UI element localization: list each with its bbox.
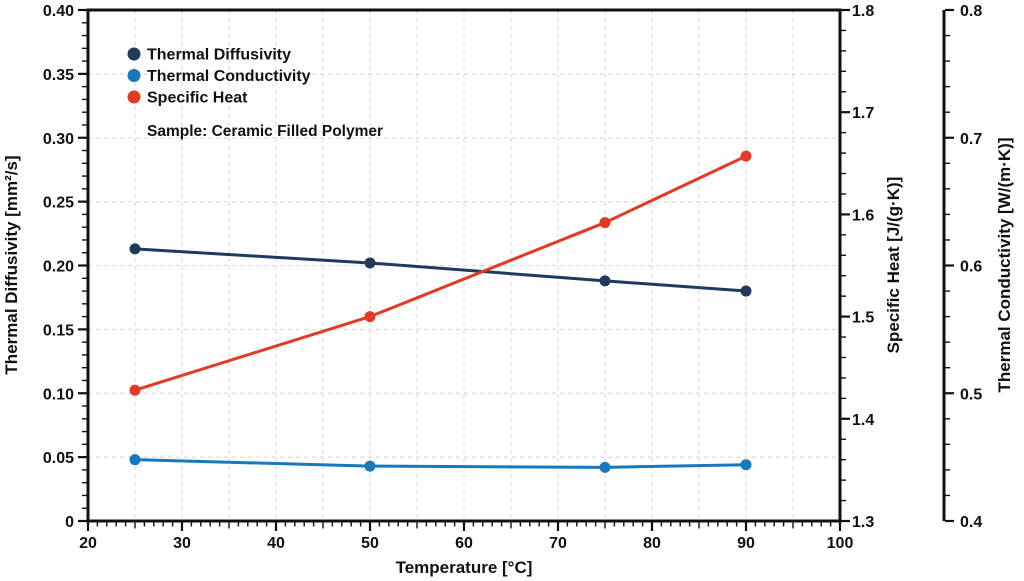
data-point [740, 285, 752, 297]
x-tick-label: 60 [455, 535, 473, 552]
series-thermal-conductivity [129, 454, 752, 473]
x-tick-label: 40 [267, 535, 285, 552]
data-point [364, 460, 376, 472]
y-right2-tick-label: 0.8 [960, 3, 982, 20]
y-right1-tick-label: 1.3 [852, 514, 874, 531]
gridlines [88, 10, 840, 521]
y-right1-tick-label: 1.7 [852, 105, 874, 122]
data-point [740, 150, 752, 162]
y-axis-thermal-conductivity-label: Thermal Conductivity [W/(m·K)] [995, 138, 1014, 393]
y-right2-tick-label: 0.6 [960, 259, 982, 276]
sample-annotation: Sample: Ceramic Filled Polymer [147, 123, 383, 140]
data-point [599, 275, 611, 287]
series-line [134, 458, 747, 469]
y-right2-tick-label: 0.7 [960, 131, 982, 148]
y-right1-tick-label: 1.6 [852, 207, 874, 224]
x-tick-label: 70 [549, 535, 567, 552]
x-tick-label: 100 [827, 535, 854, 552]
data-point [599, 461, 611, 473]
data-point [740, 459, 752, 471]
legend-item-specific-heat: Specific Heat [127, 90, 248, 107]
data-point [364, 257, 376, 269]
data-point [129, 384, 141, 396]
y-left-tick-label: 0.10 [43, 386, 74, 403]
y-right1-tick-label: 1.4 [852, 412, 874, 429]
x-tick-label: 90 [737, 535, 755, 552]
y-left-tick-label: 0.20 [43, 259, 74, 276]
data-point [129, 243, 141, 255]
y-axis-left-label: Thermal Diffusivity [mm²/s] [2, 155, 21, 374]
legend-item-thermal-diffusivity: Thermal Diffusivity [127, 47, 291, 64]
legend-marker-thermal-diffusivity [127, 47, 141, 61]
series-line [134, 247, 747, 293]
y-left-tick-label: 0.25 [43, 195, 74, 212]
y-left-tick-label: 0.15 [43, 322, 74, 339]
y-axis-specific-heat-label: Specific Heat [J/(g·K)] [884, 177, 903, 354]
y-left-tick-label: 0.35 [43, 67, 74, 84]
axes-layer [78, 8, 954, 531]
legend-label-thermal-conductivity: Thermal Conductivity [147, 68, 311, 85]
y-right1-tick-label: 1.8 [852, 3, 874, 20]
x-tick-label: 20 [79, 535, 97, 552]
series-line [134, 154, 747, 392]
series-specific-heat [129, 150, 752, 396]
x-tick-label: 80 [643, 535, 661, 552]
series-layer [129, 150, 752, 473]
series-thermal-diffusivity [129, 243, 752, 297]
x-tick-label: 50 [361, 535, 379, 552]
y-right1-tick-label: 1.5 [852, 310, 874, 327]
y-left-tick-label: 0.30 [43, 131, 74, 148]
legend-item-thermal-conductivity: Thermal Conductivity [127, 68, 311, 85]
data-point [599, 217, 611, 229]
legend-label-specific-heat: Specific Heat [147, 90, 248, 107]
legend: Thermal Diffusivity Thermal Conductivity… [127, 47, 311, 107]
y-left-tick-label: 0.05 [43, 450, 74, 467]
legend-label-thermal-diffusivity: Thermal Diffusivity [147, 47, 291, 64]
y-right2-tick-label: 0.4 [960, 514, 982, 531]
y-left-tick-label: 0.40 [43, 3, 74, 20]
y-right2-tick-label: 0.5 [960, 386, 982, 403]
x-axis-label: Temperature [°C] [396, 558, 533, 577]
plot-box-spines [86, 8, 842, 523]
y-left-tick-label: 0 [65, 514, 74, 531]
data-point [364, 311, 376, 323]
x-tick-label: 30 [173, 535, 191, 552]
legend-marker-thermal-conductivity [127, 69, 141, 82]
tick-labels: 20 30 40 50 60 70 80 90 100 0 0.05 0.10 0.15 0.20 0.25… [43, 3, 982, 552]
data-point [129, 454, 141, 466]
legend-marker-specific-heat [127, 90, 141, 104]
